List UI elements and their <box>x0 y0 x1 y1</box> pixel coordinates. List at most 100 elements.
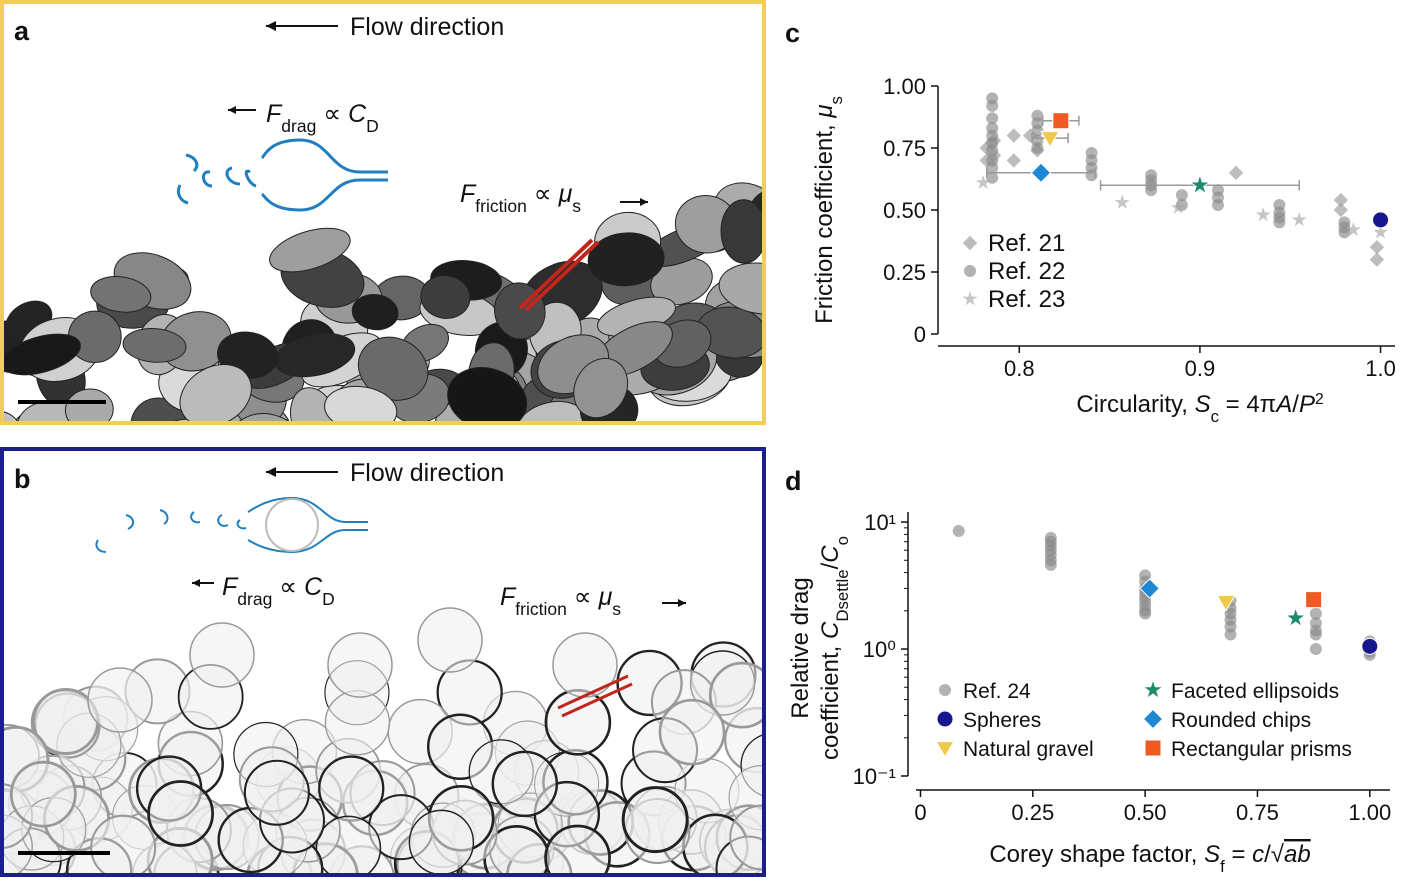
label-part: f <box>1220 857 1225 876</box>
legend-marker <box>936 710 954 728</box>
point <box>1040 131 1060 148</box>
point <box>986 99 999 112</box>
label-part: ∝ <box>567 583 599 611</box>
rock <box>229 413 306 421</box>
photo-a <box>4 182 762 421</box>
point <box>1255 207 1271 222</box>
flow-label: Flow direction <box>350 459 504 487</box>
point <box>1031 142 1044 154</box>
point <box>1006 128 1022 143</box>
label-part: coefficient, <box>817 639 844 760</box>
y-tick-label: 0.75 <box>883 136 926 161</box>
y-axis-label: Relative drag <box>787 577 814 718</box>
y-tick-label: 10⁰ <box>863 637 896 662</box>
legend-marker <box>1144 739 1162 757</box>
legend-label: Rounded chips <box>1171 709 1311 732</box>
bead <box>243 759 310 826</box>
label-part: drag <box>237 589 272 609</box>
point <box>1006 153 1022 168</box>
bead <box>729 804 762 871</box>
x-tick-label: 0.50 <box>1124 800 1167 825</box>
label-part: friction <box>475 196 527 216</box>
point <box>1361 637 1379 655</box>
friction-label: Ffriction ∝ μs <box>500 583 621 619</box>
bead <box>189 622 255 688</box>
point <box>975 174 991 190</box>
label-part: μ <box>811 104 838 118</box>
point <box>1309 628 1322 641</box>
drag-label: Fdrag ∝ CD <box>266 100 379 136</box>
label-part: C <box>348 100 367 128</box>
x-tick-label: 1.0 <box>1365 356 1396 381</box>
point <box>986 144 999 157</box>
photo-b <box>4 607 762 873</box>
point <box>1211 199 1224 212</box>
friction-arrows <box>557 674 633 718</box>
arrow-head <box>266 21 276 31</box>
bead <box>90 814 157 873</box>
point <box>1175 189 1188 202</box>
streamlines <box>95 496 368 554</box>
y-tick-label: 0 <box>914 322 926 347</box>
legend-label: Ref. 22 <box>988 258 1065 285</box>
label-part: / <box>817 562 844 569</box>
legend-marker <box>1141 677 1165 700</box>
rock <box>67 310 122 364</box>
label-part: A <box>1274 391 1292 418</box>
label-part: S <box>1204 841 1220 868</box>
label-part: 2 <box>1315 391 1324 408</box>
arrow-head <box>640 198 648 206</box>
y-axis-label: coefficient, CDsettle/Co <box>817 536 852 760</box>
rock <box>179 364 252 421</box>
bead <box>621 786 689 854</box>
label-part: s <box>612 599 621 619</box>
label-part: D <box>322 589 335 609</box>
legend-label: Ref. 21 <box>988 230 1065 257</box>
rock <box>90 276 152 313</box>
x-axis-label: Circularity, Sc = 4πA/P2 <box>1076 391 1323 426</box>
point <box>1369 240 1385 255</box>
arrow-head <box>678 599 686 607</box>
rock <box>64 388 114 421</box>
label-part: / <box>1292 391 1299 418</box>
point <box>1273 216 1286 229</box>
label-part: C <box>304 573 323 601</box>
label-part: ∝ <box>316 100 348 128</box>
bead <box>658 698 726 766</box>
x-axis-label: Corey shape factor, Sf = c/√ab <box>989 841 1310 876</box>
y-tick-label: 10⁻¹ <box>853 764 896 789</box>
label-part: = 4π <box>1219 391 1276 418</box>
label-part: ab <box>1284 841 1311 868</box>
bead <box>324 690 391 756</box>
y-tick-label: 0.50 <box>883 198 926 223</box>
legend-label: Ref. 24 <box>963 680 1031 703</box>
point <box>1346 222 1361 237</box>
label-part: S <box>1195 391 1211 418</box>
friction-label: Ffriction ∝ μs <box>460 180 581 216</box>
point <box>1139 578 1160 599</box>
legend-marker <box>964 265 976 277</box>
point <box>1284 606 1308 628</box>
label-part: = <box>1225 841 1252 868</box>
arrow-head <box>228 106 236 114</box>
panel-letter: b <box>14 464 31 494</box>
bead <box>327 632 393 698</box>
x-tick-label: 0 <box>914 800 926 825</box>
bead <box>9 760 77 828</box>
label-part: o <box>833 536 852 545</box>
bead <box>552 632 618 698</box>
label-part: ∝ <box>272 573 304 601</box>
x-tick-label: 0.9 <box>1185 356 1216 381</box>
point <box>1188 173 1212 195</box>
rock <box>324 385 398 421</box>
rock <box>122 328 187 363</box>
legend-label: Faceted ellipsoids <box>1171 680 1339 703</box>
label-part: μ <box>598 583 613 611</box>
point <box>1216 595 1236 612</box>
point <box>1224 628 1237 641</box>
point <box>1309 643 1322 656</box>
point <box>1372 211 1390 229</box>
label-part: friction <box>515 599 567 619</box>
y-tick-label: 10¹ <box>864 510 896 535</box>
